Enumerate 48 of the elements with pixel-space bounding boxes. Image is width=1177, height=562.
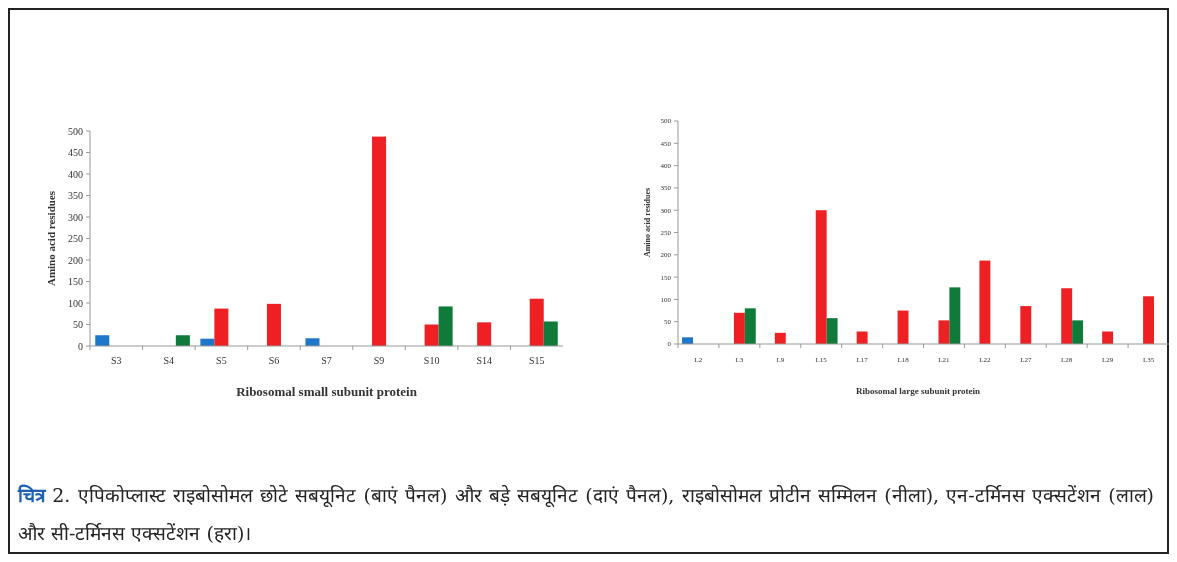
bar (682, 337, 693, 344)
bar (424, 324, 439, 346)
x-axis-title: Ribosomal small subunit protein (236, 384, 418, 399)
y-tick-label: 50 (73, 319, 83, 330)
y-axis-title: Amino acid residues (643, 187, 652, 258)
x-tick-label: S9 (373, 355, 385, 366)
y-tick-label: 300 (68, 211, 83, 223)
bar (1072, 320, 1084, 344)
x-tick-label: S14 (476, 355, 492, 366)
bar (949, 287, 961, 344)
bar (1143, 296, 1154, 344)
x-tick-label: S15 (528, 355, 545, 366)
y-tick-label: 0 (78, 340, 83, 352)
bar (438, 306, 453, 346)
y-tick-label: 450 (68, 147, 83, 158)
x-tick-label: S5 (216, 355, 227, 366)
y-tick-label: 350 (68, 190, 83, 201)
bar (372, 136, 387, 346)
bar (175, 335, 190, 346)
bar (826, 318, 838, 344)
bar (744, 308, 756, 344)
y-tick-label: 100 (68, 297, 83, 309)
bar (979, 260, 991, 344)
y-tick-label: 500 (68, 125, 83, 137)
bar (95, 335, 110, 346)
bar (733, 312, 745, 344)
y-axis-title: Amino acid residues (45, 190, 57, 287)
x-axis-title: Ribosomal large subunit protein (855, 386, 981, 396)
bar (543, 321, 558, 346)
bar (815, 210, 827, 344)
x-tick-label: S3 (111, 355, 122, 366)
y-tick-label: 150 (68, 276, 83, 287)
x-tick-label: S4 (163, 355, 175, 366)
bar (1020, 306, 1032, 344)
text: चित्र 2. एपिकोप्लास्ट राइबोसोमल छोटे सबयूनिट (बाएं पैनल) और बड़े सबयूनिट (दाएं पैनल), राइबोसोमल प्रोटीन सम्मिलन (नीला), एन-टर्मिनस एक्सटेंशन (लाल) और सी-टर्मिनस एक्सटेंशन (हरा)। (18, 483, 1154, 546)
bar (266, 303, 281, 346)
bar (477, 322, 492, 346)
x-tick-label: S6 (268, 355, 280, 366)
bar (774, 332, 786, 344)
y-tick-label: 400 (68, 168, 83, 180)
x-tick-label: S7 (321, 355, 332, 366)
bar (529, 298, 544, 346)
bar (305, 338, 320, 346)
y-tick-label: 200 (68, 254, 83, 266)
bar (214, 308, 229, 346)
bar (1061, 288, 1073, 344)
y-tick-label: 250 (68, 233, 83, 244)
x-tick-label: S10 (423, 355, 440, 366)
